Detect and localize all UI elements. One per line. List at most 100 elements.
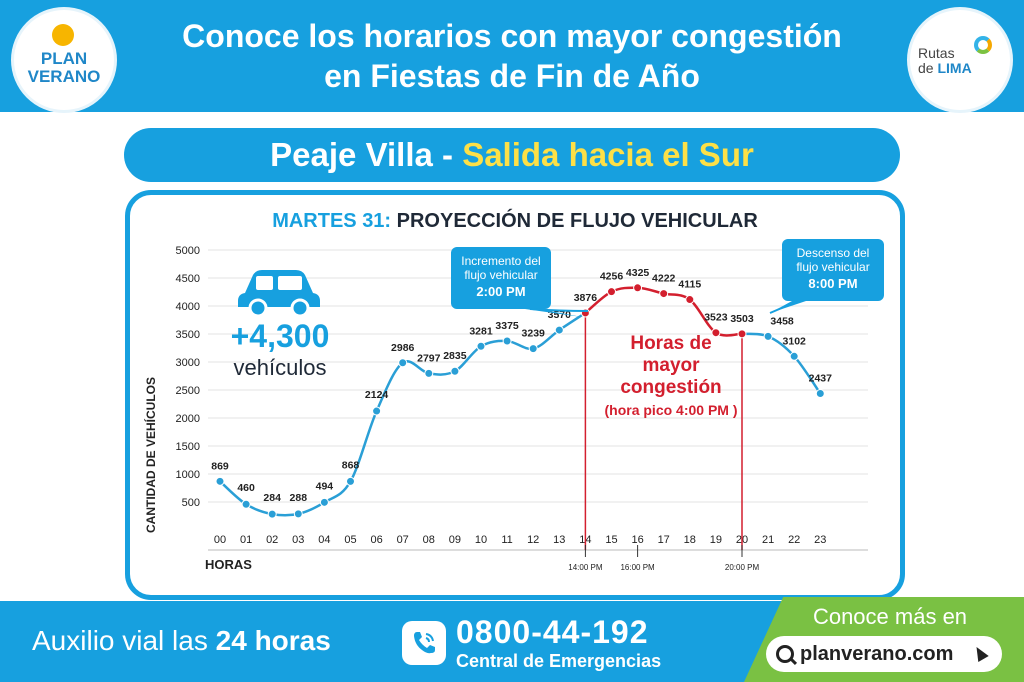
- emergency-phone-number[interactable]: 0800-44-192: [456, 614, 649, 650]
- time-marker-label: 20:00 PM: [725, 563, 760, 572]
- callout-decrease-line2: flujo vehicular: [796, 260, 869, 274]
- title-line-2: en Fiestas de Fin de Año: [324, 58, 700, 94]
- subtitle-location: Peaje Villa -: [270, 136, 463, 173]
- data-point-02: [267, 509, 277, 519]
- x-tick-label: 12: [527, 534, 539, 546]
- page-title: Conoce los horarios con mayor congestión…: [130, 16, 894, 96]
- data-point-10: [476, 341, 486, 351]
- data-label-04: 494: [316, 480, 334, 492]
- data-label-22: 3102: [783, 335, 807, 347]
- y-axis-ticks: 500 1000 1500 2000 2500 3000 3500 4000 4500 5000: [176, 245, 200, 509]
- data-label-15: 4256: [600, 271, 624, 283]
- chart-title-rest: PROYECCIÓN DE FLUJO VEHICULAR: [391, 208, 758, 232]
- x-tick-label: 22: [788, 534, 800, 546]
- cursor-icon: [971, 643, 989, 663]
- data-label-00: 869: [211, 460, 229, 472]
- x-tick-label: 02: [266, 534, 278, 546]
- data-point-23: [815, 389, 825, 399]
- car-icon: [238, 270, 320, 318]
- data-label-21: 3458: [770, 315, 794, 327]
- rutas-swirl-icon: [974, 36, 992, 54]
- x-axis-ticks: 0001020304050607080910111213141516171819…: [214, 534, 827, 546]
- callout-increase-time: 2:00 PM: [476, 284, 525, 299]
- data-label-11: 3375: [495, 320, 519, 332]
- data-point-18: [685, 295, 695, 305]
- traffic-line-chart: MARTES 31: PROYECCIÓN DE FLUJO VEHICULAR…: [143, 208, 884, 572]
- y-tick-label: 3500: [176, 329, 200, 341]
- emergency-center-label: Central de Emergencias: [456, 651, 662, 671]
- x-axis-label: HORAS: [205, 557, 252, 572]
- data-point-15: [607, 287, 616, 297]
- x-tick-label: 21: [762, 534, 774, 546]
- location-subtitle: Peaje Villa - Salida hacia el Sur: [124, 128, 900, 182]
- time-markers: 14:00 PM 16:00 PM 20:00 PM: [568, 312, 760, 572]
- y-tick-label: 5000: [176, 245, 200, 257]
- data-point-11: [502, 336, 512, 346]
- title-line-1: Conoce los horarios con mayor congestión: [182, 18, 842, 54]
- data-label-10: 3281: [469, 325, 493, 337]
- x-tick-label: 18: [684, 534, 696, 546]
- data-point-12: [528, 344, 538, 354]
- data-point-06: [372, 406, 382, 416]
- callout-decrease: Descenso del flujo vehicular 8:00 PM: [769, 239, 884, 314]
- y-tick-label: 3000: [176, 357, 200, 369]
- peak-label-line2: mayor: [642, 355, 700, 376]
- header-banner: PLAN VERANO Conoce los horarios con mayo…: [0, 0, 1024, 112]
- callout-decrease-time: 8:00 PM: [808, 276, 857, 291]
- data-point-20: [737, 329, 747, 339]
- x-tick-label: 08: [423, 534, 435, 546]
- data-label-09: 2835: [443, 350, 467, 362]
- logo-verano-text: VERANO: [27, 67, 101, 86]
- x-tick-label: 23: [814, 534, 826, 546]
- website-url[interactable]: planverano.com: [800, 643, 954, 665]
- website-link[interactable]: planverano.com: [766, 636, 1002, 672]
- data-label-01: 460: [237, 482, 255, 494]
- data-point-16: [633, 283, 643, 293]
- x-tick-label: 01: [240, 534, 252, 546]
- assistance-text: Auxilio vial las 24 horas: [32, 623, 331, 659]
- search-icon: [776, 645, 794, 663]
- callout-decrease-line1: Descenso del: [797, 246, 870, 260]
- data-label-08: 2797: [417, 352, 441, 364]
- rutas-line-2: de LIMA: [918, 61, 1002, 76]
- rutas-lima: LIMA: [937, 60, 972, 76]
- x-tick-label: 07: [397, 534, 409, 546]
- rutas-de-lima-logo: Rutas de LIMA: [910, 10, 1010, 110]
- data-point-21: [763, 331, 773, 341]
- data-point-19: [711, 328, 721, 338]
- x-tick-label: 13: [553, 534, 565, 546]
- x-tick-label: 10: [475, 534, 487, 546]
- time-marker-label: 14:00 PM: [568, 563, 603, 572]
- chart-panel: MARTES 31: PROYECCIÓN DE FLUJO VEHICULAR…: [125, 190, 905, 600]
- data-label-14: 3876: [574, 292, 598, 304]
- callout-increase: Incremento del flujo vehicular 2:00 PM: [451, 247, 589, 317]
- rutas-de: de: [918, 60, 938, 76]
- y-tick-label: 1500: [176, 441, 200, 453]
- data-point-05: [346, 476, 355, 486]
- data-point-03: [293, 509, 303, 519]
- x-tick-label: 00: [214, 534, 226, 546]
- data-point-09: [450, 366, 460, 376]
- data-point-01: [241, 499, 251, 509]
- data-label-03: 288: [290, 492, 308, 504]
- data-point-22: [789, 351, 799, 361]
- y-tick-label: 4500: [176, 273, 200, 285]
- data-label-16: 4325: [626, 267, 650, 279]
- rutas-line-1: Rutas: [918, 45, 955, 61]
- x-tick-label: 04: [318, 534, 330, 546]
- y-tick-label: 2500: [176, 385, 200, 397]
- peak-label-line3: congestión: [620, 377, 721, 398]
- data-label-18: 4115: [678, 279, 701, 291]
- data-point-07: [398, 358, 408, 368]
- total-vehicles-value: +4,300: [231, 318, 330, 354]
- rutas-logo-text: Rutas de LIMA: [918, 46, 1002, 76]
- x-tick-label: 03: [292, 534, 304, 546]
- x-tick-label: 09: [449, 534, 461, 546]
- x-tick-label: 16: [631, 534, 643, 546]
- time-marker-label: 16:00 PM: [620, 563, 655, 572]
- x-tick-label: 06: [370, 534, 382, 546]
- logo-plan-text: PLAN: [40, 49, 88, 68]
- data-point-00: [215, 476, 225, 486]
- data-label-05: 868: [342, 459, 360, 471]
- y-tick-label: 500: [182, 497, 200, 509]
